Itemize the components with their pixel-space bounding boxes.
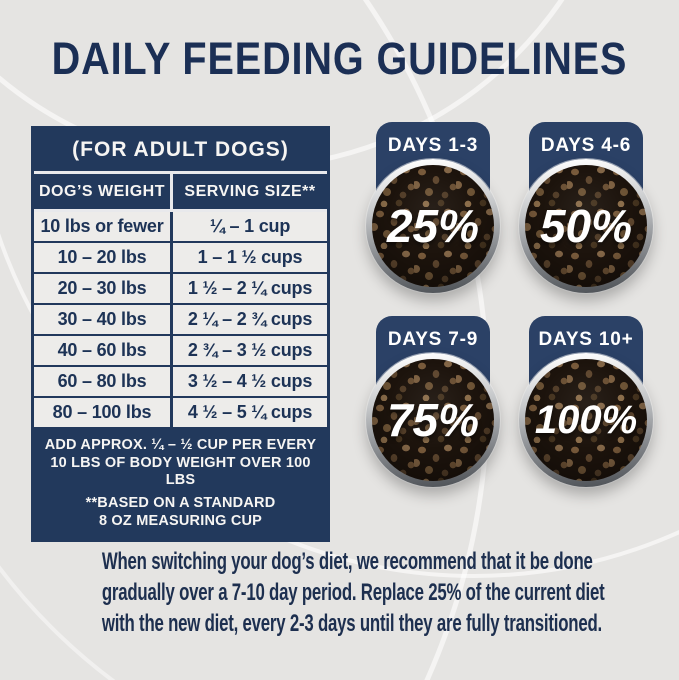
phase-card-days-10plus: DAYS 10+ 100% [511, 316, 661, 501]
table-row: 40 – 60 lbs 2 ¾ – 3 ½ cups [34, 336, 327, 365]
table-row: 60 – 80 lbs 3 ½ – 4 ½ cups [34, 367, 327, 396]
table-row: 20 – 30 lbs 1 ½ – 2 ¼ cups [34, 274, 327, 303]
footnote-line: 8 OZ MEASURING CUP [98, 512, 263, 529]
kibble-bowl: 100% [519, 353, 653, 487]
serving-cell: 2 ¼ – 2 ¾ cups [173, 305, 327, 334]
weight-cell: 10 lbs or fewer [34, 212, 170, 241]
kibble-photo [525, 165, 647, 287]
table-body: 10 lbs or fewer ¼ – 1 cup 10 – 20 lbs 1 … [34, 209, 327, 427]
footnote-line: 10 LBS OF BODY WEIGHT OVER 100 LBS [50, 454, 311, 489]
phase-card-days-4-6: DAYS 4-6 50% [511, 122, 661, 307]
weight-cell: 20 – 30 lbs [34, 274, 170, 303]
kibble-bowl: 50% [519, 159, 653, 293]
footnote-line: **BASED ON A STANDARD [85, 495, 276, 512]
weight-cell: 30 – 40 lbs [34, 305, 170, 334]
percent-label: 100% [534, 397, 638, 442]
table-row: 30 – 40 lbs 2 ¼ – 2 ¾ cups [34, 305, 327, 334]
serving-cell: 2 ¾ – 3 ½ cups [173, 336, 327, 365]
phase-card-days-1-3: DAYS 1-3 25% [358, 122, 508, 307]
percent-label: 75% [386, 394, 480, 446]
transition-note: When switching your dog’s diet, we recom… [101, 546, 605, 639]
feeding-table: (FOR ADULT DOGS) DOG’S WEIGHT SERVING SI… [31, 126, 330, 543]
kibble-bowl: 75% [366, 353, 500, 487]
percent-label: 25% [386, 200, 480, 252]
table-title: (FOR ADULT DOGS) [72, 138, 289, 161]
kibble-photo [372, 165, 494, 287]
serving-cell: ¼ – 1 cup [173, 212, 327, 241]
percent-label: 50% [539, 200, 633, 252]
phase-label: DAYS 4-6 [540, 135, 632, 156]
weight-cell: 40 – 60 lbs [34, 336, 170, 365]
table-column-headers: DOG’S WEIGHT SERVING SIZE** [34, 171, 327, 209]
phase-card-days-7-9: DAYS 7-9 75% [358, 316, 508, 501]
transition-note-line: gradually over a 7-10 day period. Replac… [101, 579, 605, 606]
transition-note-line: When switching your dog’s diet, we recom… [101, 548, 593, 575]
serving-cell: 1 – 1 ½ cups [173, 243, 327, 272]
weight-cell: 10 – 20 lbs [34, 243, 170, 272]
weight-cell: 80 – 100 lbs [34, 398, 170, 427]
footnote-line: ADD APPROX. ¼ – ½ CUP PER EVERY [44, 437, 317, 453]
serving-cell: 1 ½ – 2 ¼ cups [173, 274, 327, 303]
column-header-serving: SERVING SIZE** [184, 182, 316, 200]
serving-cell: 3 ½ – 4 ½ cups [173, 367, 327, 396]
kibble-bowl: 25% [366, 159, 500, 293]
phase-label: DAYS 1-3 [387, 135, 479, 156]
kibble-photo [372, 359, 494, 481]
table-footnote: ADD APPROX. ¼ – ½ CUP PER EVERY 10 LBS O… [34, 429, 327, 539]
transition-note-line: with the new diet, every 2-3 days until … [101, 610, 602, 637]
phase-label: DAYS 10+ [538, 329, 634, 350]
table-row: 80 – 100 lbs 4 ½ – 5 ¼ cups [34, 398, 327, 427]
column-header-weight: DOG’S WEIGHT [34, 174, 173, 209]
kibble-photo [525, 359, 647, 481]
table-row: 10 lbs or fewer ¼ – 1 cup [34, 212, 327, 241]
page-title: DAILY FEEDING GUIDELINES [51, 33, 628, 84]
phase-label: DAYS 7-9 [387, 329, 479, 350]
serving-cell: 4 ½ – 5 ¼ cups [173, 398, 327, 427]
table-row: 10 – 20 lbs 1 – 1 ½ cups [34, 243, 327, 272]
weight-cell: 60 – 80 lbs [34, 367, 170, 396]
